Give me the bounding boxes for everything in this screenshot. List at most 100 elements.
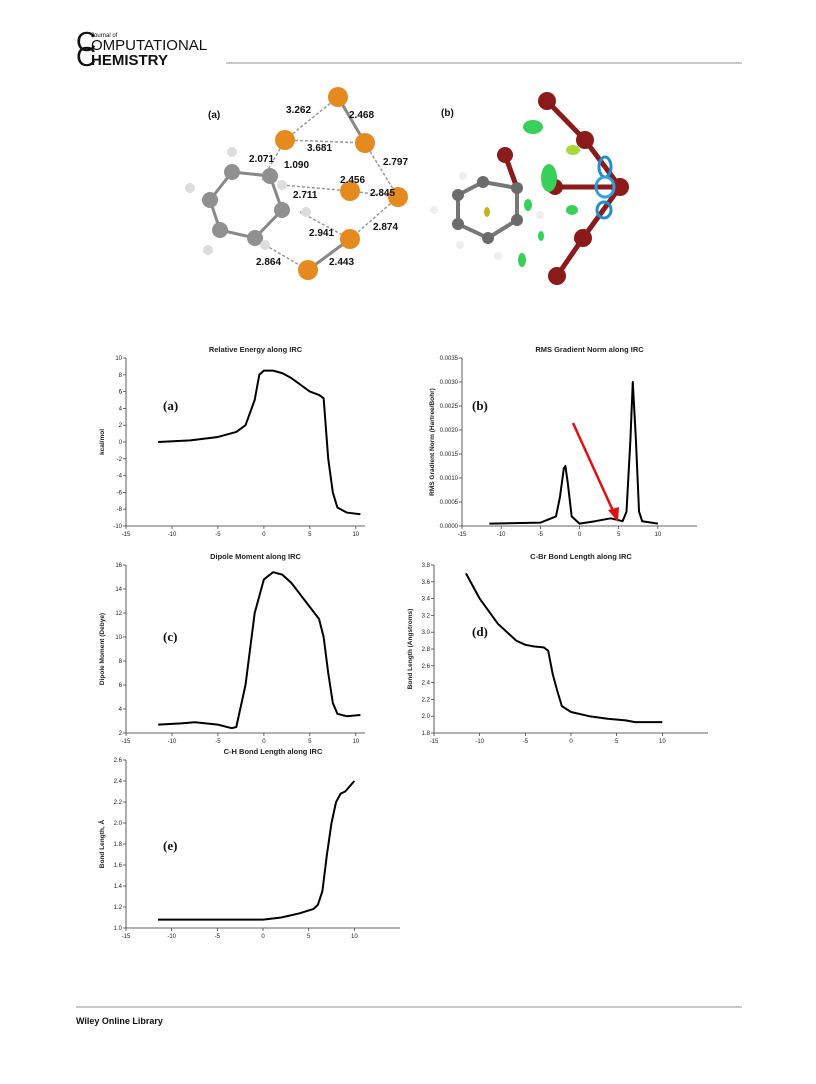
distance-label: 2.443: [329, 257, 354, 268]
x-tick-label: 5: [308, 532, 312, 538]
panel-label: (c): [163, 629, 177, 644]
x-tick-label: -10: [497, 532, 506, 538]
y-tick-label: 1.2: [114, 905, 123, 911]
y-tick-label: 2: [119, 423, 123, 429]
data-line: [465, 572, 663, 724]
distance-label: 2.864: [256, 257, 281, 268]
x-tick-label: 10: [659, 739, 666, 745]
x-tick-label: -15: [458, 532, 467, 538]
distance-label: 2.071: [249, 154, 274, 165]
y-tick-label: 8: [119, 659, 123, 665]
x-tick-label: 0: [262, 532, 266, 538]
data-line: [489, 381, 658, 525]
logo-initial: C: [76, 41, 96, 72]
y-tick-label: 2.0: [422, 714, 431, 720]
y-tick-label: 2.4: [114, 779, 123, 785]
x-tick-label: -15: [430, 739, 439, 745]
panel-label: (b): [472, 398, 488, 413]
x-tick-label: 0: [578, 532, 582, 538]
distance-label: 3.681: [307, 143, 332, 154]
y-tick-label: 3.2: [422, 613, 431, 619]
data-line: [158, 571, 361, 730]
y-axis-label: Bond Length (Angstroms): [407, 609, 414, 690]
arrow: [571, 422, 619, 522]
y-tick-label: -8: [117, 507, 123, 513]
x-tick-label: 10: [352, 532, 359, 538]
y-tick-label: 1.0: [114, 926, 123, 932]
x-tick-label: -5: [215, 934, 221, 940]
panel-label: (b): [441, 108, 454, 119]
x-tick-label: 5: [308, 739, 312, 745]
y-tick-label: 16: [115, 563, 122, 569]
y-tick-label: 3.4: [422, 597, 431, 603]
x-tick-label: 0: [261, 934, 265, 940]
x-tick-label: 5: [617, 532, 621, 538]
header-rule: [226, 62, 742, 64]
y-tick-label: 2.4: [422, 681, 431, 687]
y-tick-label: 0.0025: [440, 404, 459, 410]
distance-label: 2.711: [293, 190, 318, 201]
panel-label: (a): [208, 110, 220, 121]
data-line: [157, 780, 356, 921]
y-tick-label: 4: [119, 707, 123, 713]
y-tick-label: 6: [119, 683, 123, 689]
x-tick-label: -15: [122, 532, 131, 538]
y-tick-label: 0.0010: [440, 476, 459, 482]
distance-label: 3.262: [286, 105, 311, 116]
y-axis-label: Dipole Moment (Debye): [99, 613, 106, 685]
y-tick-label: 14: [115, 587, 122, 593]
x-tick-label: -10: [168, 532, 177, 538]
logo-initial: C: [76, 26, 96, 57]
distance-label: 1.090: [284, 160, 309, 171]
distance-label: 2.797: [383, 157, 408, 168]
y-tick-label: 1.4: [114, 884, 123, 890]
y-tick-label: 2.6: [114, 758, 123, 764]
y-tick-label: 0.0005: [440, 500, 459, 506]
panel-label: (d): [472, 624, 488, 639]
distance-label: 2.941: [309, 228, 334, 239]
y-axis-label: kcal/mol: [99, 429, 106, 455]
y-tick-label: 2.2: [422, 697, 431, 703]
logo-line1: OMPUTATIONAL: [91, 37, 207, 54]
panel-label: (a): [163, 398, 178, 413]
distance-label: 2.874: [373, 222, 398, 233]
y-tick-label: 4: [119, 406, 123, 412]
distance-label: 2.468: [349, 110, 374, 121]
footer-text: Wiley Online Library: [76, 1016, 163, 1026]
y-tick-label: 10: [115, 635, 122, 641]
x-tick-label: 0: [262, 739, 266, 745]
x-tick-label: -5: [523, 739, 529, 745]
distance-label: 2.456: [340, 175, 365, 186]
y-tick-label: 2: [119, 731, 123, 737]
y-tick-label: 10: [115, 356, 122, 362]
x-tick-label: -5: [215, 739, 221, 745]
y-tick-label: 0.0035: [440, 356, 459, 362]
y-tick-label: 2.8: [422, 647, 431, 653]
y-tick-label: -4: [117, 474, 123, 480]
panel-label: (e): [163, 838, 177, 853]
x-tick-label: -15: [122, 739, 131, 745]
y-tick-label: 6: [119, 390, 123, 396]
x-tick-label: -15: [122, 934, 131, 940]
y-tick-label: -2: [117, 457, 123, 463]
y-tick-label: -6: [117, 490, 123, 496]
chart-title: C-Br Bond Length along IRC: [530, 552, 632, 561]
y-tick-label: 2.0: [114, 821, 123, 827]
x-tick-label: 10: [654, 532, 661, 538]
y-tick-label: 2.6: [422, 664, 431, 670]
x-tick-label: 5: [615, 739, 619, 745]
molecule-b: [430, 92, 629, 285]
x-tick-label: 0: [569, 739, 573, 745]
chart-title: Dipole Moment along IRC: [210, 552, 301, 561]
y-tick-label: 3.8: [422, 563, 431, 569]
y-tick-label: 3.6: [422, 580, 431, 586]
x-tick-label: 10: [351, 934, 358, 940]
x-tick-label: -5: [215, 532, 221, 538]
chart-title: RMS Gradient Norm along IRC: [535, 345, 644, 354]
y-tick-label: 0.0030: [440, 380, 459, 386]
figure1-labels: (a) (b) 3.262 2.468 3.681 2.071 1.090 2.…: [208, 105, 454, 268]
x-tick-label: -10: [168, 739, 177, 745]
x-tick-label: -5: [538, 532, 544, 538]
distance-label: 2.845: [370, 188, 395, 199]
